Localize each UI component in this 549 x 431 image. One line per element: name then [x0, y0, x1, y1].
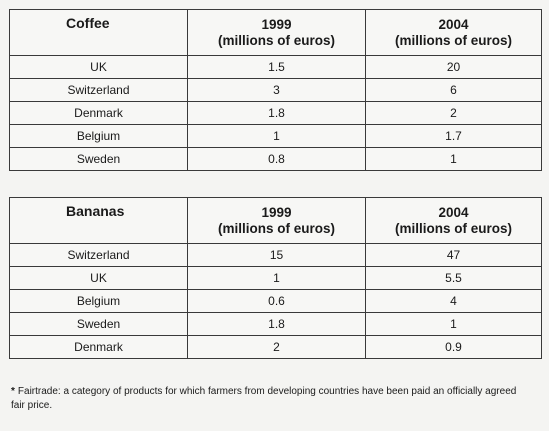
value-2004-cell: 47: [365, 243, 542, 267]
footnote-text: Fairtrade: a category of products for wh…: [11, 386, 517, 411]
column-year: 2004: [438, 16, 469, 32]
value-1999-cell: 0.8: [187, 147, 366, 171]
footnote-marker: *: [11, 386, 15, 397]
value-1999-cell: 1: [187, 124, 366, 148]
country-cell: Switzerland: [9, 78, 188, 102]
table-header-row: Bananas 1999 (millions of euros) 2004 (m…: [9, 197, 542, 244]
table-row: UK 1 5.5: [9, 266, 542, 290]
value-2004-cell: 1: [365, 312, 542, 336]
value-1999-cell: 0.6: [187, 289, 366, 313]
country-cell: Belgium: [9, 124, 188, 148]
table-row: UK 1.5 20: [9, 55, 542, 79]
column-header-1999: 1999 (millions of euros): [187, 197, 366, 244]
value-1999-cell: 1.8: [187, 101, 366, 125]
value-2004-cell: 2: [365, 101, 542, 125]
value-1999-cell: 2: [187, 335, 366, 359]
table-row: Sweden 0.8 1: [9, 147, 542, 171]
country-cell: UK: [9, 55, 188, 79]
value-1999-cell: 1.5: [187, 55, 366, 79]
value-2004-cell: 0.9: [365, 335, 542, 359]
value-2004-cell: 6: [365, 78, 542, 102]
footnote: * Fairtrade: a category of products for w…: [11, 385, 531, 413]
column-unit: (millions of euros): [217, 220, 335, 236]
country-cell: Switzerland: [9, 243, 188, 267]
table-header-row: Coffee 1999 (millions of euros) 2004 (mi…: [9, 9, 542, 56]
value-2004-cell: 4: [365, 289, 542, 313]
country-cell: UK: [9, 266, 188, 290]
table-row: Belgium 1 1.7: [9, 124, 542, 148]
column-header-2004: 2004 (millions of euros): [365, 9, 542, 56]
country-cell: Denmark: [9, 335, 188, 359]
country-cell: Sweden: [9, 147, 188, 171]
value-1999-cell: 1: [187, 266, 366, 290]
column-header-1999: 1999 (millions of euros): [187, 9, 366, 56]
value-1999-cell: 3: [187, 78, 366, 102]
product-name: Coffee: [9, 9, 188, 56]
column-unit: (millions of euros): [394, 220, 512, 236]
coffee-table: Coffee 1999 (millions of euros) 2004 (mi…: [9, 9, 542, 171]
country-cell: Belgium: [9, 289, 188, 313]
column-unit: (millions of euros): [217, 32, 335, 48]
column-year: 1999: [261, 16, 292, 32]
country-cell: Denmark: [9, 101, 188, 125]
value-2004-cell: 1: [365, 147, 542, 171]
table-row: Denmark 2 0.9: [9, 335, 542, 359]
country-cell: Sweden: [9, 312, 188, 336]
table-row: Belgium 0.6 4: [9, 289, 542, 313]
column-year: 1999: [261, 204, 292, 220]
bananas-table: Bananas 1999 (millions of euros) 2004 (m…: [9, 197, 542, 359]
value-2004-cell: 5.5: [365, 266, 542, 290]
product-name: Bananas: [9, 197, 188, 244]
table-row: Denmark 1.8 2: [9, 101, 542, 125]
value-1999-cell: 15: [187, 243, 366, 267]
table-row: Switzerland 3 6: [9, 78, 542, 102]
column-unit: (millions of euros): [394, 32, 512, 48]
column-year: 2004: [438, 204, 469, 220]
value-2004-cell: 20: [365, 55, 542, 79]
table-row: Switzerland 15 47: [9, 243, 542, 267]
value-1999-cell: 1.8: [187, 312, 366, 336]
value-2004-cell: 1.7: [365, 124, 542, 148]
table-row: Sweden 1.8 1: [9, 312, 542, 336]
column-header-2004: 2004 (millions of euros): [365, 197, 542, 244]
